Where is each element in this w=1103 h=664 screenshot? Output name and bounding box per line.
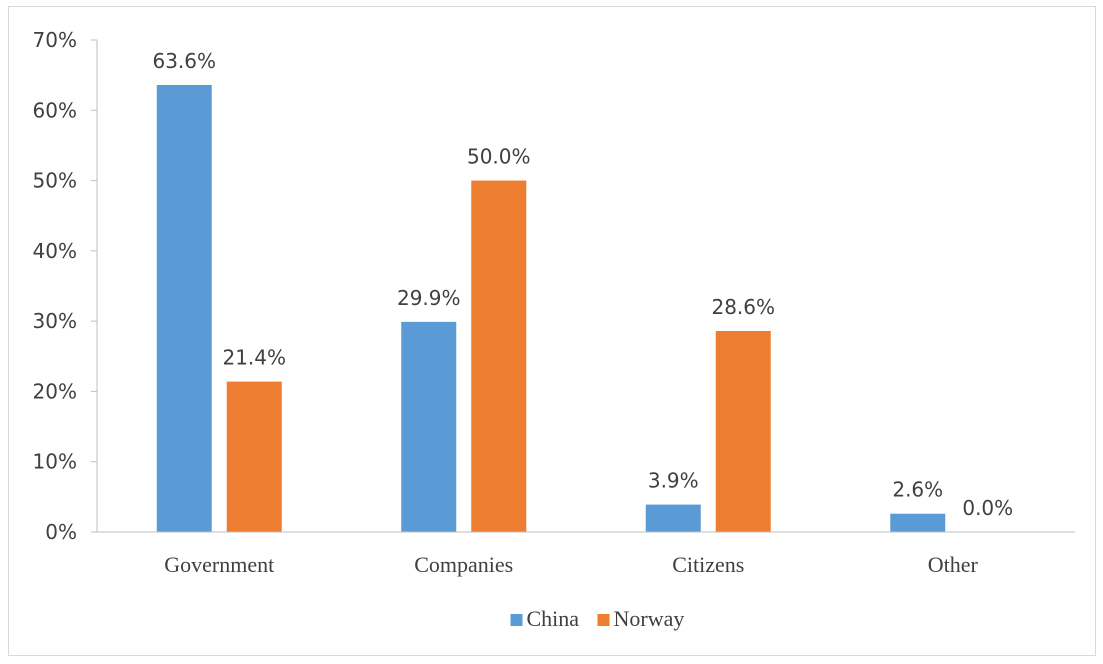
bar-china-companies[interactable] <box>401 321 457 532</box>
y-tick-label: 30% <box>33 309 77 333</box>
bar-norway-companies[interactable] <box>471 180 527 533</box>
legend-swatch <box>597 614 610 626</box>
bar-china-government[interactable] <box>156 84 212 533</box>
y-tick-label: 50% <box>33 169 77 193</box>
y-tick-label: 20% <box>33 379 77 403</box>
x-category-label: Citizens <box>672 552 744 577</box>
data-label-norway-other: 0.0% <box>962 496 1013 520</box>
legend-label: Norway <box>614 606 685 631</box>
x-category-label: Government <box>164 552 274 577</box>
y-tick-label: 70% <box>33 28 77 52</box>
bar-china-citizens[interactable] <box>645 504 701 532</box>
bars: 63.6% 21.4% 29.9% 50.0% 3.9% 28.6% 2.6% 0.0% <box>152 49 1013 533</box>
legend-swatch <box>510 614 523 626</box>
legend-item-norway[interactable]: Norway <box>597 606 685 631</box>
y-tick-label: 10% <box>33 450 77 474</box>
data-label-china-other: 2.6% <box>892 478 943 502</box>
y-axis: 0% 10% 20% 30% 40% 50% 60% 70% <box>33 28 98 544</box>
legend-label: China <box>527 606 580 631</box>
data-label-china-government: 63.6% <box>152 49 216 73</box>
x-category-label: Companies <box>414 552 513 577</box>
legend-item-china[interactable]: China <box>510 606 580 631</box>
data-label-china-companies: 29.9% <box>397 286 461 310</box>
y-tick-label: 0% <box>45 520 77 544</box>
bar-norway-government[interactable] <box>226 381 282 532</box>
legend: China Norway <box>510 606 685 631</box>
x-category-label: Other <box>928 552 979 577</box>
data-label-norway-government: 21.4% <box>222 346 286 370</box>
bar-norway-citizens[interactable] <box>715 330 771 532</box>
bar-china-other[interactable] <box>890 513 946 532</box>
y-tick-label: 40% <box>33 239 77 263</box>
data-label-china-citizens: 3.9% <box>648 469 699 493</box>
data-label-norway-citizens: 28.6% <box>711 295 775 319</box>
y-tick-label: 60% <box>33 98 77 122</box>
data-label-norway-companies: 50.0% <box>467 145 531 169</box>
x-axis: Government Companies Citizens Other <box>97 531 1075 577</box>
